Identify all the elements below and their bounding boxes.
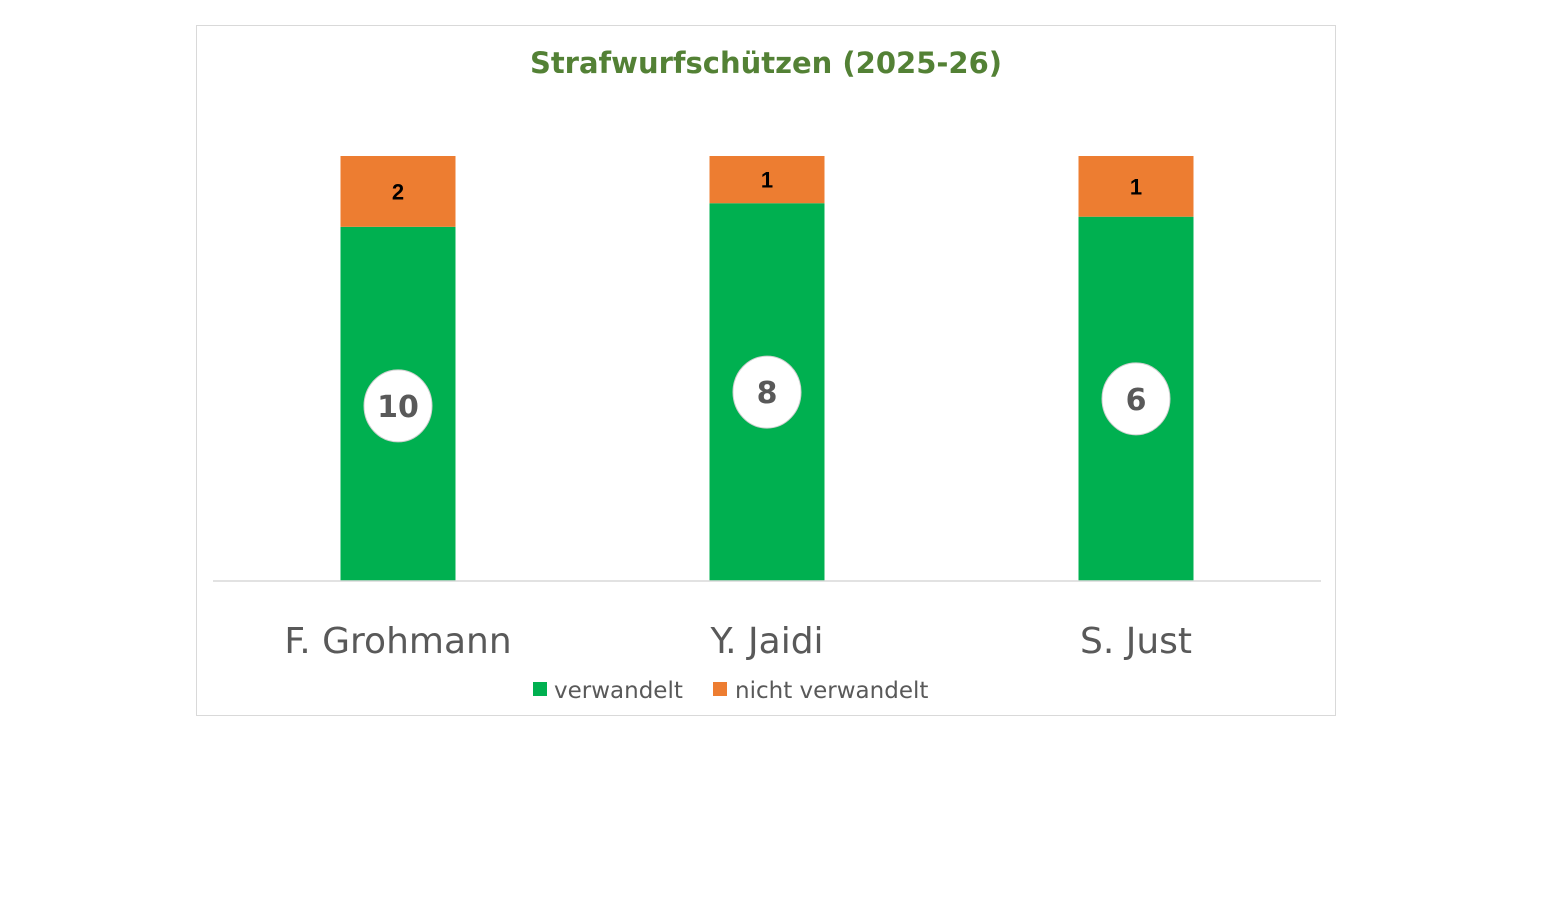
legend-label-1: nicht verwandelt xyxy=(735,678,928,704)
category-label-1: Y. Jaidi xyxy=(709,621,823,662)
bar-nicht-verwandelt-1 xyxy=(709,156,825,204)
bar-nicht-verwandelt-0 xyxy=(340,156,456,227)
label-nicht-verwandelt-1: 1 xyxy=(761,168,773,193)
category-label-0: F. Grohmann xyxy=(284,621,511,662)
bar-nicht-verwandelt-2 xyxy=(1078,156,1194,217)
legend-label-0: verwandelt xyxy=(554,678,683,704)
label-bubble-0 xyxy=(363,369,433,443)
label-verwandelt-1: 8 xyxy=(757,376,778,411)
legend-swatch-1 xyxy=(713,682,727,696)
label-verwandelt-0: 10 xyxy=(377,390,419,425)
bars-layer xyxy=(340,156,1194,582)
label-verwandelt-2: 6 xyxy=(1126,383,1147,418)
label-nicht-verwandelt-0: 2 xyxy=(392,179,404,204)
legend-swatch-0 xyxy=(533,682,547,696)
category-label-2: S. Just xyxy=(1080,621,1192,662)
label-nicht-verwandelt-2: 1 xyxy=(1130,174,1142,199)
chart-title: Strafwurfschützen (2025-26) xyxy=(530,46,1002,80)
labels-layer: 2 10 F. Grohmann 1 8 Y. Jaidi 1 6 S. Just xyxy=(284,168,1192,662)
label-bubble-2 xyxy=(1101,362,1171,436)
legend: verwandelt nicht verwandelt xyxy=(533,678,928,704)
label-bubble-1 xyxy=(732,355,802,429)
